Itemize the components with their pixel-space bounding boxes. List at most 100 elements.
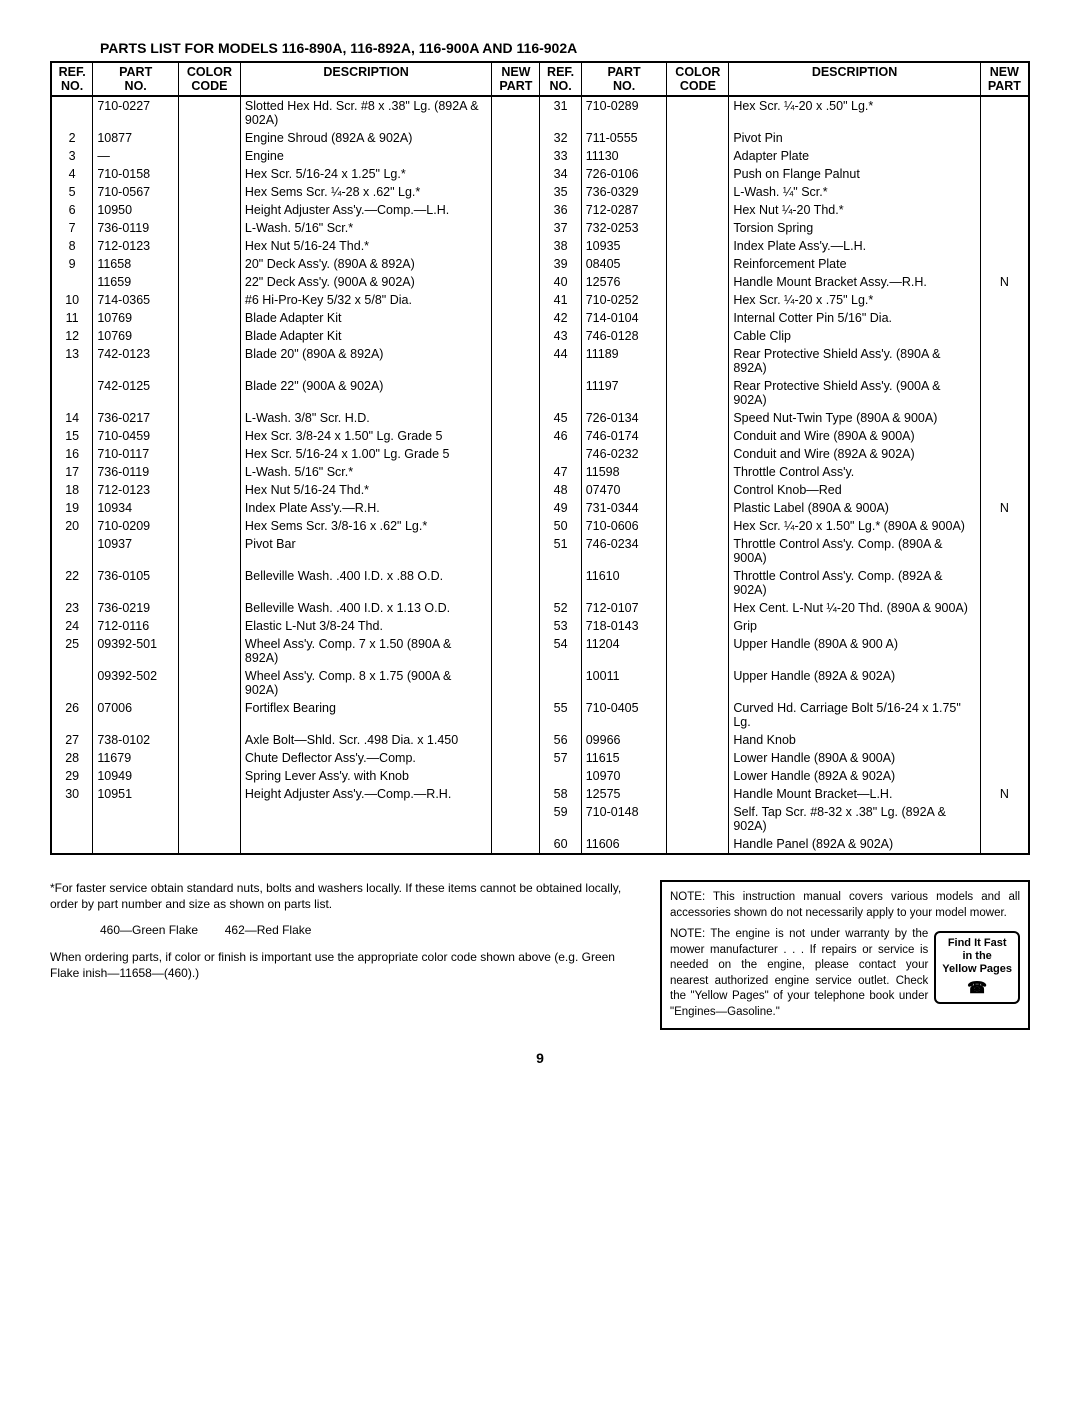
cell-new	[492, 165, 540, 183]
cell-color	[179, 767, 241, 785]
cell-color	[179, 731, 241, 749]
cell-part: 10934	[93, 499, 179, 517]
cell-desc: Handle Mount Bracket Assy.—R.H.	[729, 273, 980, 291]
cell-desc: Curved Hd. Carriage Bolt 5/16-24 x 1.75"…	[729, 699, 980, 731]
table-row: 23736-0219Belleville Wash. .400 I.D. x 1…	[51, 599, 1029, 617]
cell-desc	[240, 803, 491, 835]
table-row: 5710-0567Hex Sems Scr. ¼-28 x .62" Lg.*3…	[51, 183, 1029, 201]
cell-color	[667, 803, 729, 835]
cell-ref: 18	[51, 481, 93, 499]
cell-ref: 27	[51, 731, 93, 749]
left-notes: *For faster service obtain standard nuts…	[50, 880, 630, 991]
cell-ref: 55	[540, 699, 581, 731]
cell-ref: 25	[51, 635, 93, 667]
cell-desc: Slotted Hex Hd. Scr. #8 x .38" Lg. (892A…	[240, 96, 491, 129]
table-row: 91165820" Deck Ass'y. (890A & 892A)39084…	[51, 255, 1029, 273]
cell-desc: Pivot Pin	[729, 129, 980, 147]
cell-new	[492, 273, 540, 291]
cell-ref	[540, 667, 581, 699]
table-row: 24712-0116Elastic L-Nut 3/8-24 Thd.53718…	[51, 617, 1029, 635]
cell-color	[179, 409, 241, 427]
cell-desc: Rear Protective Shield Ass'y. (900A & 90…	[729, 377, 980, 409]
cell-part: 742-0125	[93, 377, 179, 409]
cell-desc: Blade Adapter Kit	[240, 327, 491, 345]
hdr-part-l: PART NO.	[93, 62, 179, 96]
cell-ref: 30	[51, 785, 93, 803]
cell-color	[667, 699, 729, 731]
cell-new	[980, 749, 1029, 767]
cell-part: 10769	[93, 327, 179, 345]
cell-desc: Engine	[240, 147, 491, 165]
cell-color	[179, 201, 241, 219]
cell-color	[667, 785, 729, 803]
cell-color	[667, 409, 729, 427]
cell-part: 710-0289	[581, 96, 667, 129]
cell-new	[980, 377, 1029, 409]
cell-color	[667, 219, 729, 237]
table-row: 13742-0123Blade 20" (890A & 892A)4411189…	[51, 345, 1029, 377]
cell-part: 10970	[581, 767, 667, 785]
cell-color	[179, 237, 241, 255]
cell-part: 10951	[93, 785, 179, 803]
cell-desc: Blade 20" (890A & 892A)	[240, 345, 491, 377]
cell-color	[667, 517, 729, 535]
cell-part: 10935	[581, 237, 667, 255]
cell-desc: Axle Bolt—Shld. Scr. .498 Dia. x 1.450	[240, 731, 491, 749]
cell-new: N	[980, 785, 1029, 803]
cell-part: 736-0329	[581, 183, 667, 201]
cell-part: 10011	[581, 667, 667, 699]
cell-ref: 42	[540, 309, 581, 327]
cell-desc: Throttle Control Ass'y.	[729, 463, 980, 481]
cell-desc: Belleville Wash. .400 I.D. x .88 O.D.	[240, 567, 491, 599]
cell-ref: 6	[51, 201, 93, 219]
cell-ref: 22	[51, 567, 93, 599]
cell-color	[179, 427, 241, 445]
cell-color	[179, 599, 241, 617]
cell-desc: Upper Handle (892A & 902A)	[729, 667, 980, 699]
cell-part: 710-0148	[581, 803, 667, 835]
cell-new: N	[980, 273, 1029, 291]
cell-new	[492, 635, 540, 667]
cell-new	[492, 481, 540, 499]
cell-color	[667, 201, 729, 219]
cell-desc: Handle Panel (892A & 902A)	[729, 835, 980, 854]
cell-ref: 58	[540, 785, 581, 803]
table-row: 10937Pivot Bar51746-0234Throttle Control…	[51, 535, 1029, 567]
cell-color	[179, 667, 241, 699]
cell-color	[667, 835, 729, 854]
cell-desc: L-Wash. 3/8" Scr. H.D.	[240, 409, 491, 427]
cell-desc: L-Wash. 5/16" Scr.*	[240, 463, 491, 481]
findit-l3: Yellow Pages	[942, 963, 1012, 975]
cell-part: 710-0567	[93, 183, 179, 201]
cell-ref	[540, 767, 581, 785]
cell-desc: Lower Handle (890A & 900A)	[729, 749, 980, 767]
cell-part: 08405	[581, 255, 667, 273]
cell-new	[980, 327, 1029, 345]
cell-desc: Hex Nut ¼-20 Thd.*	[729, 201, 980, 219]
cell-part: 10769	[93, 309, 179, 327]
engine-note-box: NOTE: This instruction manual covers var…	[660, 880, 1030, 1030]
cell-ref: 52	[540, 599, 581, 617]
table-row: 18712-0123Hex Nut 5/16-24 Thd.*4807470Co…	[51, 481, 1029, 499]
cell-ref	[51, 667, 93, 699]
cell-desc: Hex Nut 5/16-24 Thd.*	[240, 237, 491, 255]
table-row: 17736-0119L-Wash. 5/16" Scr.*4711598Thro…	[51, 463, 1029, 481]
cell-desc: Throttle Control Ass'y. Comp. (892A & 90…	[729, 567, 980, 599]
cell-ref: 39	[540, 255, 581, 273]
table-row: 09392-502Wheel Ass'y. Comp. 8 x 1.75 (90…	[51, 667, 1029, 699]
cell-ref: 40	[540, 273, 581, 291]
cell-new	[980, 481, 1029, 499]
cell-part: 11610	[581, 567, 667, 599]
cell-ref: 14	[51, 409, 93, 427]
cell-part: 11658	[93, 255, 179, 273]
cell-color	[179, 635, 241, 667]
parts-table-body: 710-0227Slotted Hex Hd. Scr. #8 x .38" L…	[51, 96, 1029, 854]
cell-desc: Hex Scr. 5/16-24 x 1.00" Lg. Grade 5	[240, 445, 491, 463]
cell-new	[980, 667, 1029, 699]
cell-desc: Hex Sems Scr. ¼-28 x .62" Lg.*	[240, 183, 491, 201]
cell-desc: Cable Clip	[729, 327, 980, 345]
cell-color	[667, 635, 729, 667]
cell-new	[980, 345, 1029, 377]
findit-l2: in the	[962, 950, 991, 962]
cell-color	[179, 291, 241, 309]
